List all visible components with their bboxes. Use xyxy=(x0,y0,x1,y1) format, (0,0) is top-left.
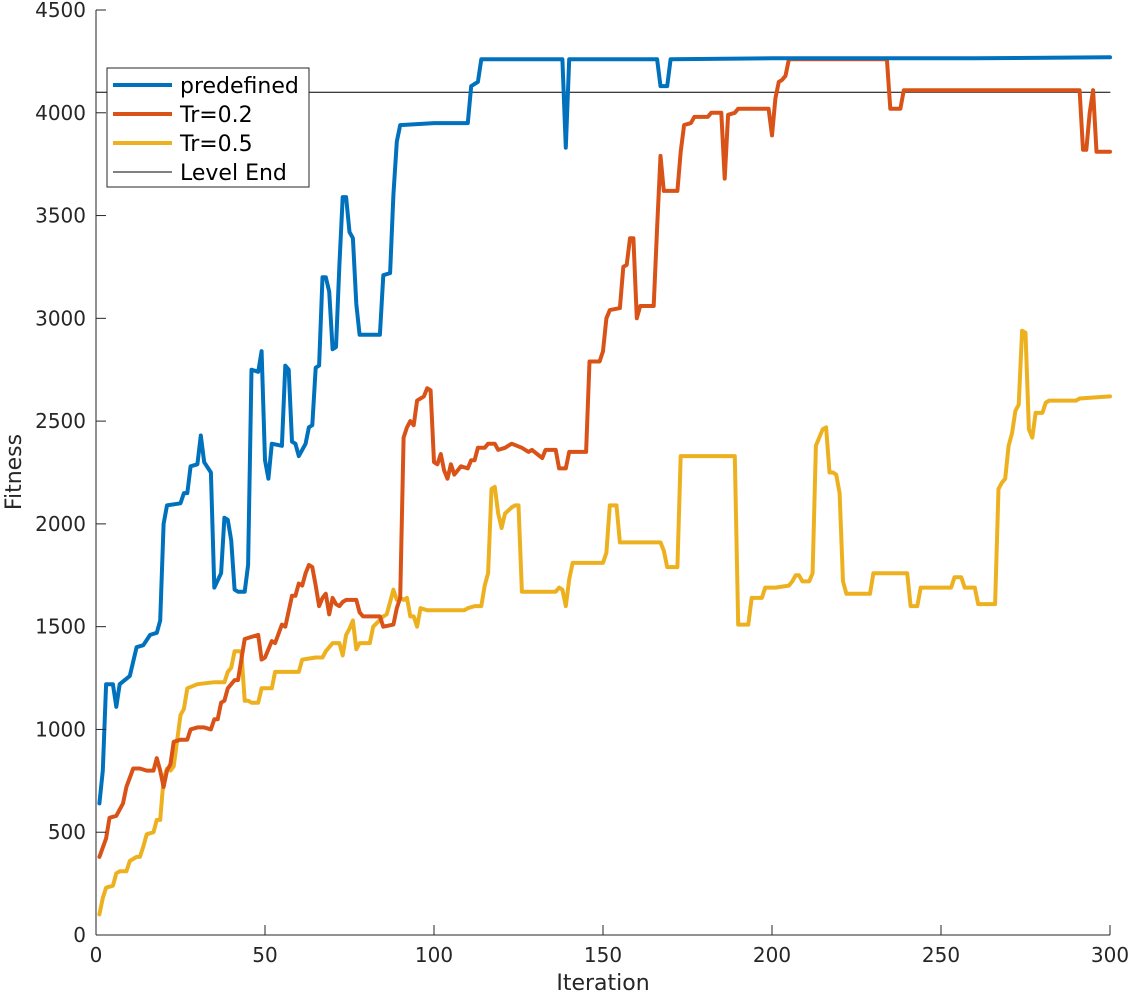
y-tick-label: 1000 xyxy=(35,717,86,741)
y-tick-label: 0 xyxy=(73,923,86,947)
y-tick-label: 500 xyxy=(48,820,86,844)
series-line-predefined xyxy=(97,55,1112,806)
y-axis-title: Fitness xyxy=(2,434,27,510)
series-layer xyxy=(95,55,1112,917)
x-tick-label: 150 xyxy=(584,943,622,967)
x-tick-label: 250 xyxy=(922,943,960,967)
y-tick-label: 2500 xyxy=(35,409,86,433)
legend-label-predefined: predefined xyxy=(180,74,299,99)
x-tick-label: 300 xyxy=(1091,943,1129,967)
y-tick-label: 2000 xyxy=(35,512,86,536)
y-tick-label: 3000 xyxy=(35,306,86,330)
x-axis-title: Iteration xyxy=(556,971,649,996)
legend-label-level-end: Level End xyxy=(180,161,287,186)
x-tick-label: 0 xyxy=(90,943,103,967)
ticks-layer: 0 50 100 150 200 250 3000500100015002000250030… xyxy=(35,0,1129,967)
y-tick-label: 4500 xyxy=(35,0,86,22)
legend-label-tr-0-2: Tr=0.2 xyxy=(179,103,253,128)
y-tick-label: 1500 xyxy=(35,615,86,639)
legend: predefined Tr=0.2 Tr=0.5 Level End xyxy=(106,67,310,188)
y-tick-label: 4000 xyxy=(35,101,86,125)
x-tick-label: 100 xyxy=(415,943,453,967)
x-tick-label: 200 xyxy=(753,943,791,967)
series-line-tr-0-5 xyxy=(97,328,1112,917)
series-line-tr-0-2 xyxy=(97,57,1112,859)
x-tick-label: 50 xyxy=(252,943,277,967)
legend-box xyxy=(106,67,310,188)
legend-label-tr-0-5: Tr=0.5 xyxy=(179,132,253,157)
y-tick-label: 3500 xyxy=(35,204,86,228)
